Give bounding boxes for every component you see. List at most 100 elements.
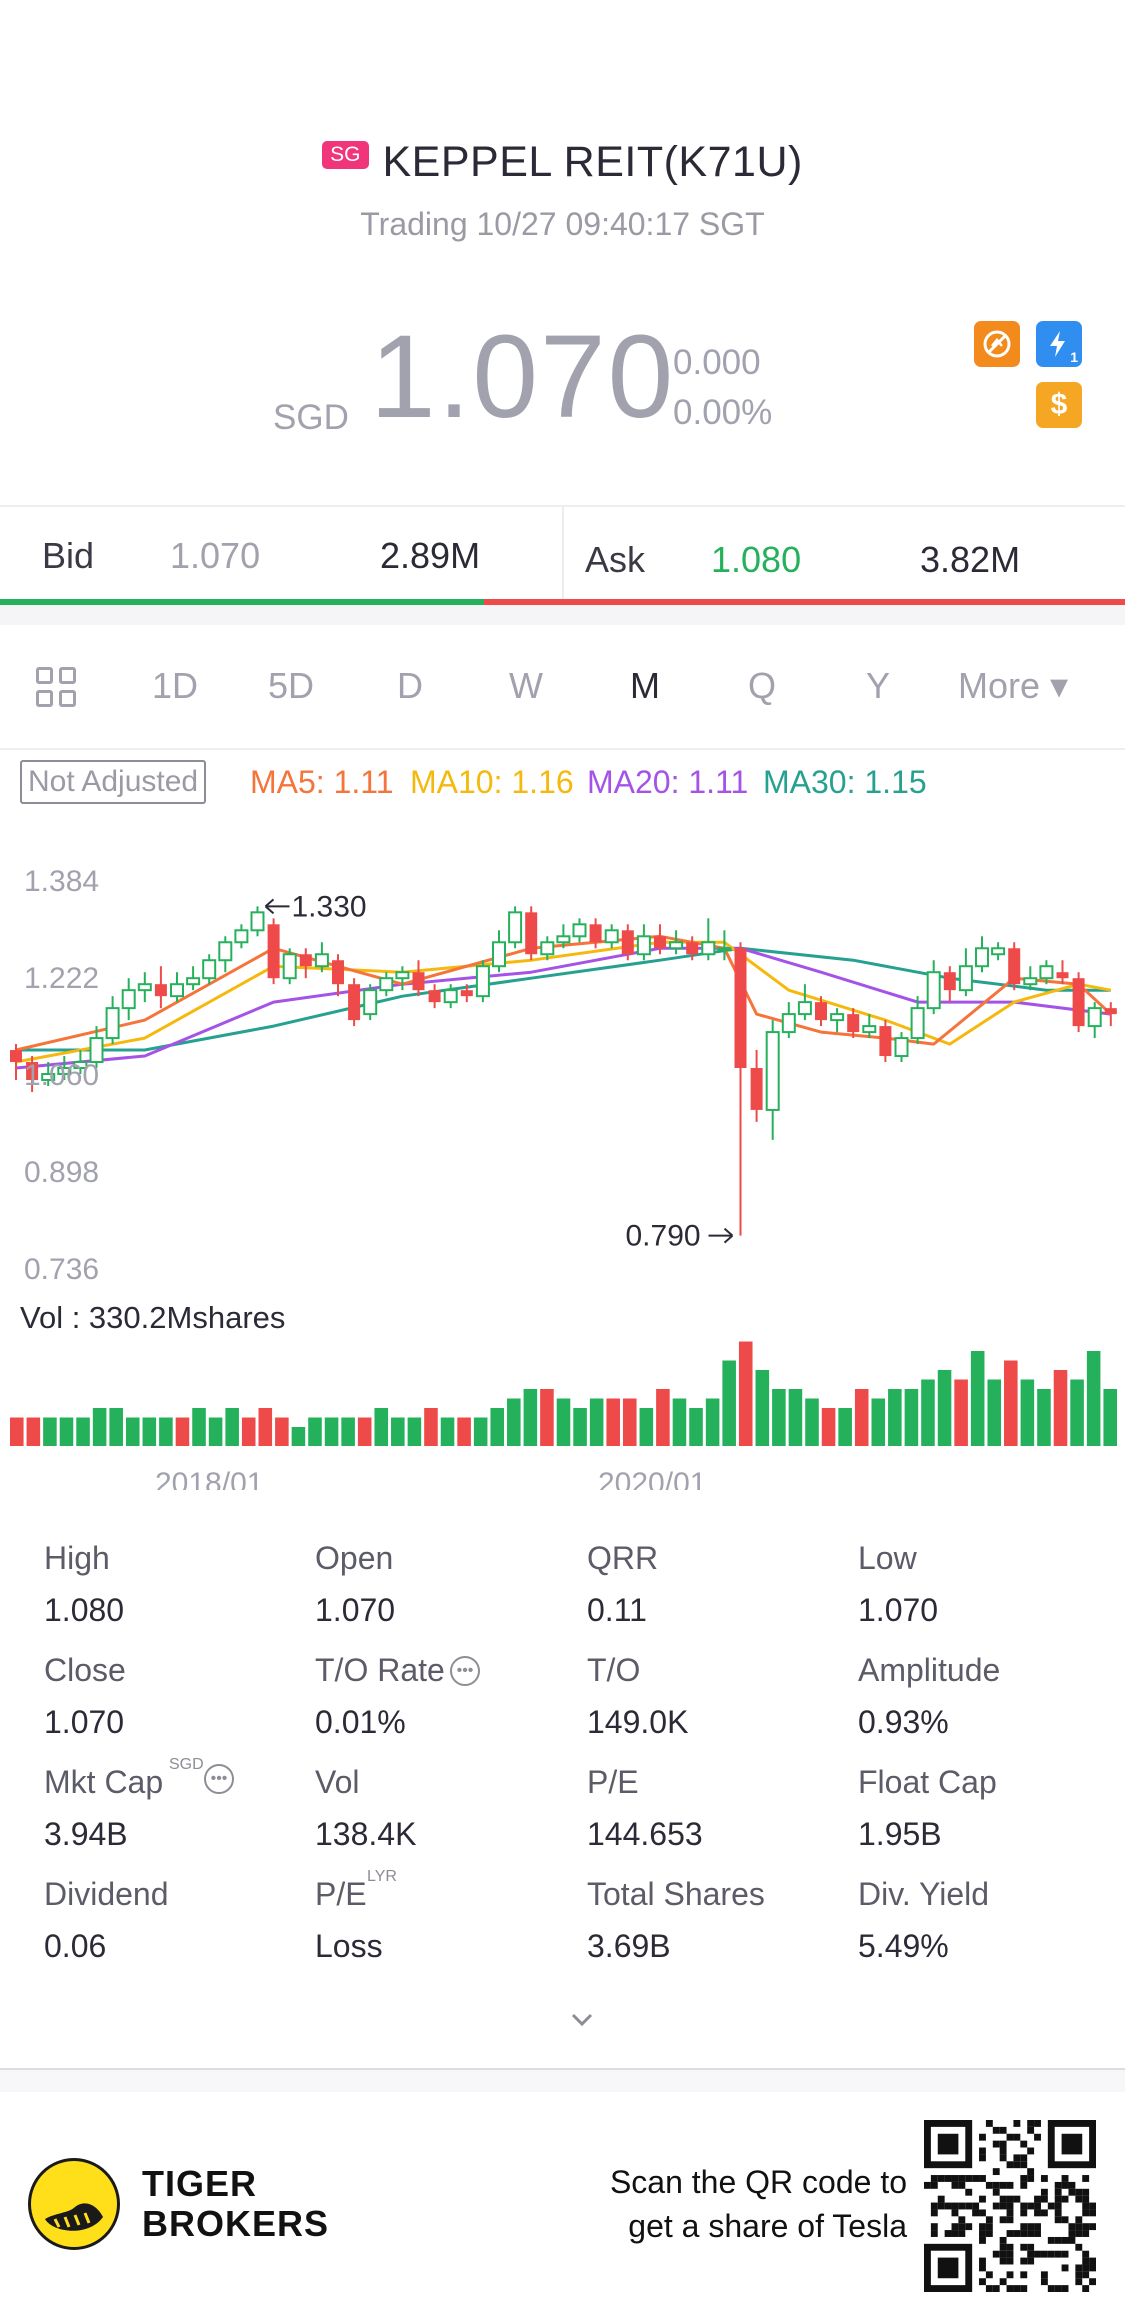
candle [686,936,699,961]
volume-bar [76,1417,90,1446]
stat-label: Float Cap [858,1764,997,1800]
x-tick-label: 2020/01 [598,1467,706,1490]
candle [234,924,249,949]
no-short-icon[interactable] [974,321,1020,367]
stat-label: Open [315,1540,394,1576]
volume-bar [43,1417,57,1446]
candle [654,924,666,955]
candle [170,972,184,1003]
stat-label: Div. Yield [858,1876,990,1912]
flash-icon[interactable]: 1 [1036,321,1082,367]
high-arrow [264,898,290,915]
candle [894,1032,909,1063]
candle [862,1014,877,1039]
candle [1087,1002,1102,1039]
volume-bar [871,1398,886,1446]
tab-more[interactable]: More ▾ [958,665,1069,706]
candle [621,924,634,961]
section-gap [0,605,1125,625]
volume-bar [92,1408,107,1446]
volume-bar [689,1408,703,1446]
candle [218,936,233,973]
volume-bar [1037,1389,1051,1446]
chevron-down-icon[interactable] [570,2008,594,2032]
y-tick-label: 1.060 [24,1059,99,1092]
candle [121,978,136,1021]
volume-bar [854,1389,869,1446]
tab-w[interactable]: W [509,665,543,706]
stat-label: Total Shares [587,1876,765,1912]
y-tick-label: 1.384 [24,865,99,898]
y-axis: 1.384 1.222 1.060 0.898 0.736 [24,865,99,1286]
volume-bar [241,1417,256,1446]
volume-bar [738,1341,753,1446]
stat-value: 0.93% [858,1704,949,1740]
adjust-toggle[interactable]: Not Adjusted [20,760,207,804]
volume-bar [341,1417,355,1446]
qr-code[interactable] [924,2120,1096,2292]
ma-lines [15,934,1112,1070]
indicator-row: Not Adjusted MA5: 1.11 MA10: 1.16 MA20: … [0,760,1125,808]
trading-status: Trading 10/27 09:40:17 SGT [360,206,765,242]
volume-bar [59,1417,74,1446]
candle [250,906,265,937]
volume-bar [440,1417,455,1446]
title-row: SG KEPPEL REIT(K71U) [0,138,1125,187]
kline-chart[interactable]: 1.384 1.222 1.060 0.898 0.736 1.330 0.790 Vo… [0,850,1125,1490]
stat-label: T/O [587,1652,641,1688]
volume-bar [142,1417,157,1446]
candle [717,930,732,961]
candle [540,936,555,961]
info-more-icon[interactable]: ••• [204,1764,234,1794]
volume-bar [921,1379,935,1446]
candle [89,1026,104,1069]
candle [73,1050,88,1074]
stat-value: 3.94B [44,1816,128,1852]
candle [975,936,989,973]
candles [10,906,1117,1236]
candle [958,948,973,997]
stat-label: P/E [315,1876,367,1912]
candle [26,1056,39,1092]
volume-bar [507,1398,521,1446]
stat-label: High [44,1540,110,1576]
chart-layout-icon[interactable] [36,667,78,709]
candle [781,1002,796,1039]
candle [750,1050,763,1122]
candle [991,942,1006,961]
tab-d[interactable]: D [397,665,423,706]
stat-value: 0.01% [315,1704,406,1740]
candle [815,996,827,1027]
change-percent: 0.00% [673,393,773,432]
annotations: 1.330 0.790 [264,890,734,1253]
tab-q[interactable]: Q [748,665,777,706]
candle [556,924,571,949]
stat-value: 3.69B [587,1928,671,1964]
volume-bar [954,1379,968,1446]
info-more-icon[interactable]: ••• [450,1656,480,1686]
volume-bar [556,1398,571,1446]
volume-bar [788,1389,803,1446]
tab-5d[interactable]: 5D [268,665,315,706]
stat-label: T/O Rate [315,1652,445,1688]
quote-header: SG KEPPEL REIT(K71U) Trading 10/27 09:40:… [0,0,1125,500]
stat-label: Amplitude [858,1652,1001,1688]
tab-1d[interactable]: 1D [152,665,199,706]
dollar-icon-glyph: $ [1050,388,1068,421]
volume-bar [1103,1389,1117,1446]
high-annotation: 1.330 [292,890,367,923]
volume-bar [308,1417,322,1446]
tab-m[interactable]: M [630,665,660,706]
volume-bar [175,1417,190,1446]
candle [879,1020,892,1063]
volume-bar [838,1408,852,1446]
period-tabs: 1D 5D D W M Q Y More ▾ [0,625,1125,750]
x-axis: 2018/01 2020/01 [155,1467,706,1490]
stat-value: 1.070 [315,1592,396,1628]
dollar-icon[interactable]: $ [1036,382,1082,428]
volume-bar [407,1417,422,1446]
candle [348,978,361,1027]
tab-y[interactable]: Y [866,665,891,706]
ma30-line [16,946,1111,1052]
ask-ratio-bar [484,599,1125,607]
